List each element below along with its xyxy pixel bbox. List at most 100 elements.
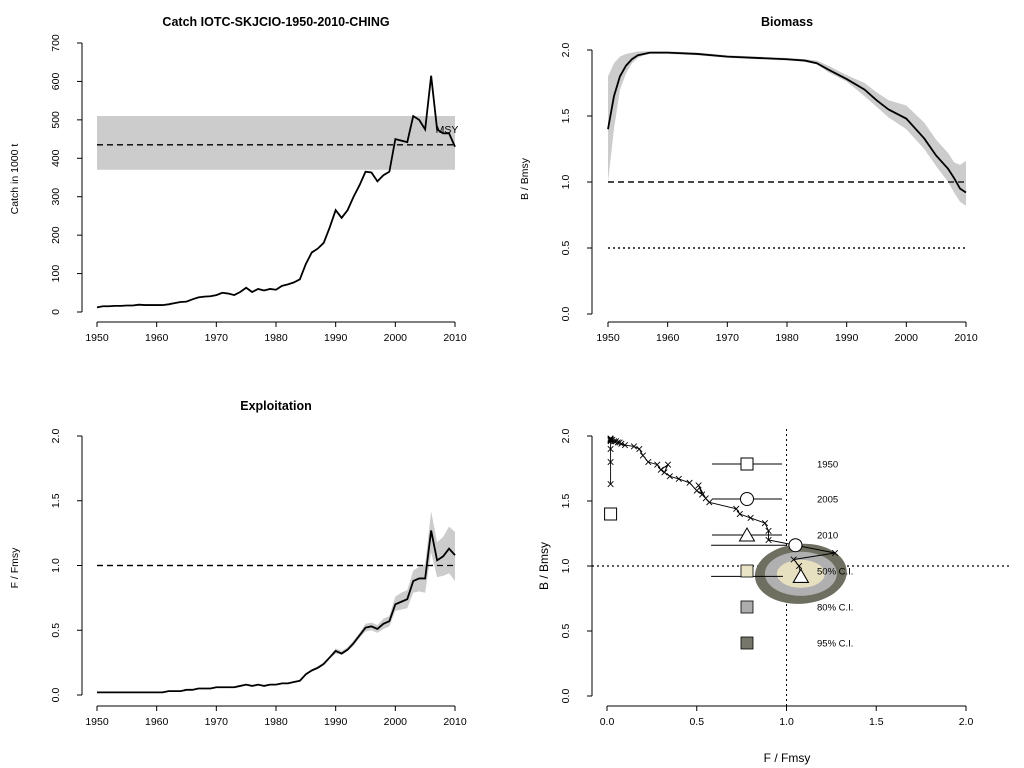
x-tick-label: 2010	[443, 332, 467, 344]
y-tick-label: 0.5	[560, 241, 572, 256]
x-tick-label: 2010	[443, 716, 467, 728]
y-tick-label: 500	[50, 111, 62, 129]
point-1950	[604, 507, 618, 521]
x-tick-label: 1980	[264, 332, 288, 344]
trajectory-point	[706, 499, 713, 506]
x-tick-label: 1970	[716, 332, 740, 344]
panel-4	[587, 428, 1010, 711]
trajectory-point	[654, 461, 661, 468]
x-axis-label: F / Fmsy	[764, 751, 811, 765]
trajectory-point	[686, 479, 693, 486]
x-tick-label: 1970	[205, 332, 229, 344]
y-tick-label: 0.0	[560, 689, 572, 704]
trajectory-point	[675, 475, 682, 483]
y-tick-label: 2.0	[50, 429, 62, 444]
trajectory-point	[607, 480, 614, 488]
trajectory-point	[736, 510, 743, 518]
legend-marker-2005	[740, 492, 754, 506]
x-tick-label: 1950	[85, 332, 109, 344]
y-tick-label: 0.5	[50, 623, 62, 638]
x-tick-label: 1.0	[779, 716, 794, 728]
legend-ci-swatch	[740, 636, 754, 650]
trajectory-point	[831, 549, 839, 557]
panel-2	[587, 49, 967, 327]
trajectory-point	[765, 536, 772, 544]
trajectory-point	[661, 469, 668, 476]
x-tick-label: 0.0	[600, 716, 615, 728]
x-tick-label: 1980	[264, 716, 288, 728]
legend-label: 1950	[817, 460, 838, 471]
x-tick-label: 1950	[596, 332, 620, 344]
y-axis-label: B / Bmsy	[537, 542, 551, 590]
y-tick-label: 300	[50, 188, 62, 206]
trajectory-point	[630, 443, 638, 450]
x-tick-label: 1950	[85, 716, 109, 728]
chart-title: Biomass	[761, 15, 813, 29]
x-tick-label: 2000	[895, 332, 919, 344]
x-tick-label: 2000	[384, 332, 408, 344]
legend-ci-swatch	[740, 600, 754, 614]
trajectory-point	[607, 445, 614, 453]
trajectory-point	[636, 445, 643, 453]
legend-label: 2005	[817, 495, 838, 506]
series-line	[607, 51, 967, 194]
trajectory-point	[621, 441, 629, 449]
y-tick-label: 200	[50, 226, 62, 244]
chart-title: Exploitation	[240, 399, 312, 413]
x-tick-label: 2000	[384, 716, 408, 728]
trajectory-point	[761, 519, 769, 527]
trajectory-point	[790, 556, 797, 563]
trajectory-point	[645, 458, 652, 466]
x-tick-label: 0.5	[689, 716, 704, 728]
legend-ci-label: 95% C.I.	[817, 639, 853, 650]
x-tick-label: 1990	[324, 332, 348, 344]
y-tick-label: 0	[50, 309, 62, 315]
point-2005	[788, 538, 803, 553]
x-tick-label: 2.0	[959, 716, 974, 728]
chart-title: Catch IOTC-SKJCIO-1950-2010-CHING	[162, 15, 389, 29]
y-axis-label: Catch in 1000 t	[9, 144, 21, 215]
point-2010-top	[792, 568, 810, 583]
trajectory-point	[607, 458, 614, 466]
trajectory-point	[611, 438, 618, 445]
y-tick-label: 1.5	[560, 494, 572, 509]
legend-marker-1950	[740, 457, 754, 471]
y-tick-label: 600	[50, 73, 62, 91]
x-tick-label: 1980	[775, 332, 799, 344]
series-line	[96, 75, 456, 309]
panel-3	[77, 435, 456, 711]
trajectory-point	[747, 514, 754, 522]
trajectory-point	[664, 461, 672, 468]
y-axis-label: B / Bmsy	[519, 157, 531, 200]
trajectory-point	[765, 527, 772, 535]
legend-ci-swatch	[740, 564, 754, 578]
trajectory-point	[618, 440, 625, 447]
x-tick-label: 1990	[324, 716, 348, 728]
y-tick-label: 2.0	[560, 43, 572, 58]
trajectory-point	[639, 452, 647, 459]
x-tick-label: 1960	[145, 332, 169, 344]
legend-ci-label: 50% C.I.	[817, 567, 853, 578]
y-tick-label: 1.0	[560, 175, 572, 190]
legend-ci-label: 80% C.I.	[817, 603, 853, 614]
y-tick-label: 2.0	[560, 429, 572, 444]
y-tick-label: 400	[50, 149, 62, 167]
y-tick-label: 1.5	[50, 493, 62, 508]
panel-1	[77, 42, 456, 327]
y-tick-label: 0.0	[50, 688, 62, 703]
x-tick-label: 1990	[835, 332, 859, 344]
x-tick-label: 2010	[954, 332, 978, 344]
trajectory-point	[695, 482, 702, 489]
trajectory-point	[693, 487, 700, 494]
x-tick-label: 1960	[145, 716, 169, 728]
y-tick-label: 700	[50, 34, 62, 52]
y-tick-label: 1.5	[560, 109, 572, 124]
legend-label: 2010	[817, 531, 838, 542]
msy-label: MSY	[436, 124, 459, 136]
y-tick-label: 1.0	[560, 559, 572, 574]
y-axis-label: F / Fmsy	[9, 547, 21, 589]
trajectory-point	[666, 473, 673, 480]
legend-marker-2010	[738, 526, 756, 542]
